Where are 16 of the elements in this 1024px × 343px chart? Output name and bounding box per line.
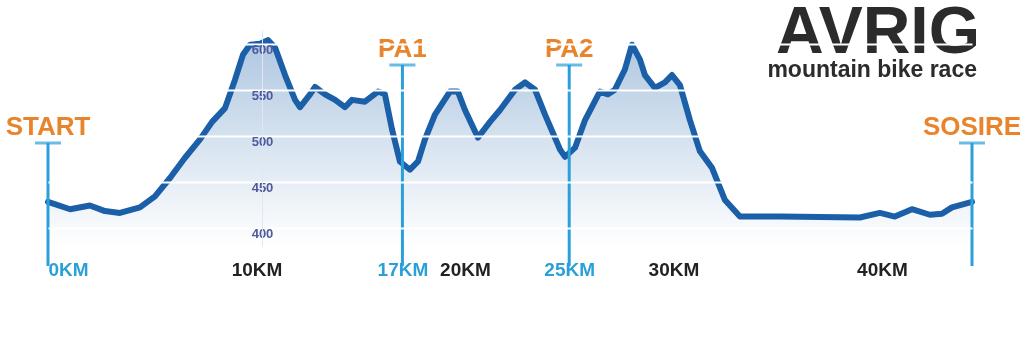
x-tick-label: 30KM xyxy=(648,258,700,280)
y-tick-label: 550 xyxy=(251,88,274,104)
x-tick-label: 25KM xyxy=(544,258,596,280)
x-tick-label: 10KM xyxy=(231,258,283,280)
ref-line-label: START xyxy=(5,111,91,141)
ref-line-label: PA2 xyxy=(544,33,594,63)
ref-line-label: PA1 xyxy=(378,33,427,63)
x-tick-label: 20KM xyxy=(440,258,491,280)
x-tick-label: 17KM xyxy=(377,258,429,280)
y-tick-label: 500 xyxy=(251,134,274,150)
x-tick-label: 40KM xyxy=(857,258,908,280)
ref-line-label: SOSIRE xyxy=(922,111,1022,141)
x-tick-label: 0KM xyxy=(48,258,89,280)
y-tick-label: 400 xyxy=(251,226,274,242)
y-tick-label: 600 xyxy=(251,42,274,58)
y-tick-label: 450 xyxy=(251,180,274,196)
